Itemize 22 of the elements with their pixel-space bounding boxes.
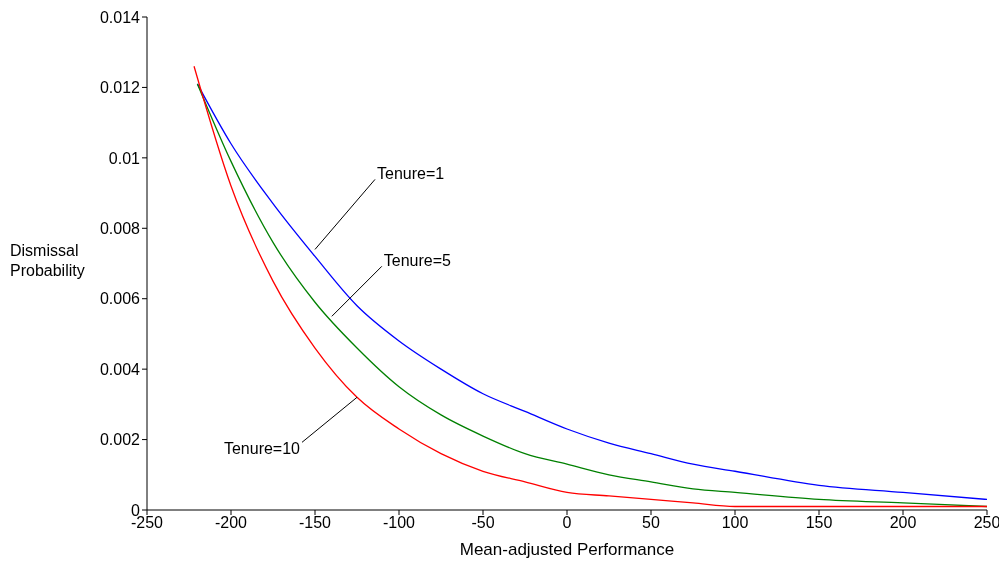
x-tick-label: 50 <box>642 514 660 532</box>
x-tick-label: 200 <box>889 514 917 532</box>
x-tick-label: 0 <box>562 514 572 532</box>
x-tick-label: -150 <box>298 514 332 532</box>
y-tick-label: 0.006 <box>99 290 141 308</box>
x-tick-label: -50 <box>471 514 495 532</box>
y-tick-label: 0.008 <box>99 219 141 237</box>
annotation: Tenure=5 <box>383 252 452 270</box>
x-tick-label: 250 <box>973 514 1001 532</box>
y-tick-label: 0.012 <box>99 79 141 97</box>
x-tick-label: -200 <box>214 514 248 532</box>
y-tick-label: 0.004 <box>99 360 141 378</box>
x-tick-label: 100 <box>721 514 749 532</box>
x-tick-label: 150 <box>805 514 833 532</box>
annotation: Tenure=1 <box>377 165 445 183</box>
x-axis-title: Mean-adjusted Performance <box>459 540 675 559</box>
y-axis-title: Dismissal Probability <box>10 241 85 279</box>
y-tick-label: 0.01 <box>108 149 141 167</box>
x-tick-label: -100 <box>382 514 416 532</box>
y-tick-label: 0.002 <box>99 431 141 449</box>
annotation: Tenure=10 <box>223 440 301 458</box>
y-tick-label: 0.014 <box>99 8 141 26</box>
